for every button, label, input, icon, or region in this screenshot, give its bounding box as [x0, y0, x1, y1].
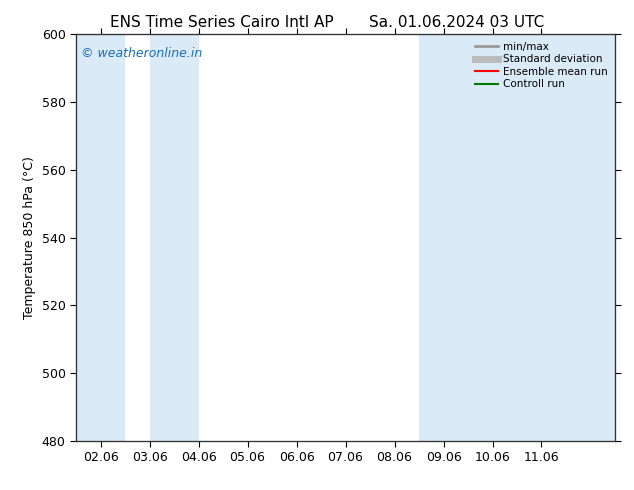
- Bar: [468, 34, 517, 441]
- Text: © weatheronline.in: © weatheronline.in: [81, 47, 203, 59]
- Bar: [150, 34, 198, 441]
- Text: ENS Time Series Cairo Intl AP: ENS Time Series Cairo Intl AP: [110, 15, 333, 30]
- Bar: [76, 34, 125, 441]
- Bar: [566, 34, 615, 441]
- Legend: min/max, Standard deviation, Ensemble mean run, Controll run: min/max, Standard deviation, Ensemble me…: [473, 40, 610, 92]
- Bar: [517, 34, 566, 441]
- Bar: [419, 34, 468, 441]
- Y-axis label: Temperature 850 hPa (°C): Temperature 850 hPa (°C): [23, 156, 36, 319]
- Text: Sa. 01.06.2024 03 UTC: Sa. 01.06.2024 03 UTC: [369, 15, 544, 30]
